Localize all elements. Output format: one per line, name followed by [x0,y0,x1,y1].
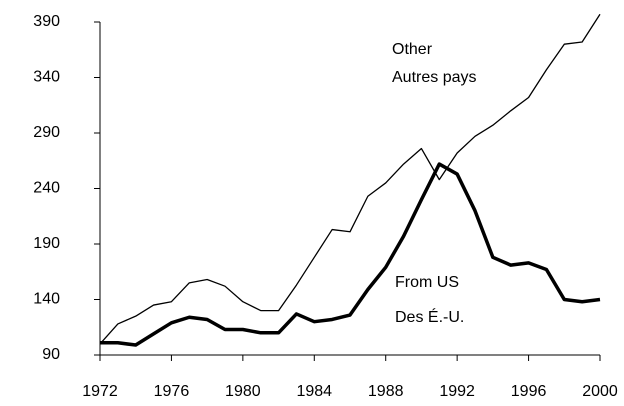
x-tick-label: 1988 [368,383,404,400]
y-tick-label: 340 [33,69,60,86]
series-label: From US [395,274,459,291]
y-tick-label: 290 [33,124,60,141]
x-tick-label: 1984 [296,383,332,400]
y-tick-label: 140 [33,291,60,308]
x-tick-label: 2000 [582,383,618,400]
y-tick-label: 390 [33,13,60,30]
x-tick-label: 1992 [439,383,475,400]
series-label-fr: Autres pays [392,69,476,86]
x-tick-label: 1976 [154,383,190,400]
series-line [100,162,601,347]
y-tick-label: 240 [33,180,60,197]
x-tick-label: 1980 [225,383,261,400]
series-label: Other [392,41,433,58]
x-tick-label: 1996 [511,383,547,400]
x-tick-label: 1972 [82,383,118,400]
y-tick-label: 90 [42,346,60,363]
series-line [99,13,601,345]
series-label-fr: Des É.-U. [395,307,464,326]
y-tick-label: 190 [33,235,60,252]
